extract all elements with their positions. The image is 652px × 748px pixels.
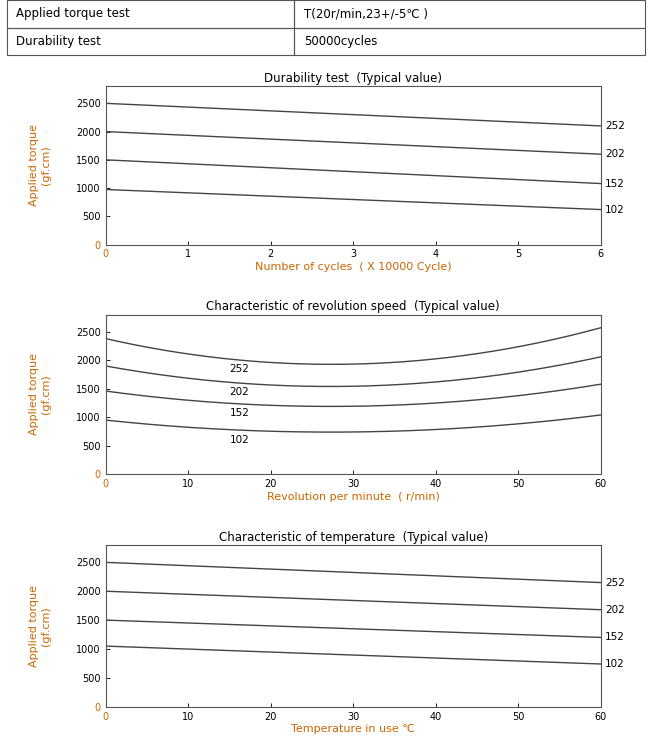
X-axis label: Temperature in use ℃: Temperature in use ℃ [291, 724, 415, 735]
Text: T(20r/min,23+/-5℃ ): T(20r/min,23+/-5℃ ) [304, 7, 428, 20]
Bar [294, 28, 645, 55]
Text: 252: 252 [605, 121, 625, 131]
Title: Characteristic of temperature  (Typical value): Characteristic of temperature (Typical v… [218, 531, 488, 544]
Text: 202: 202 [605, 149, 625, 159]
Text: 102: 102 [230, 435, 249, 445]
Text: 152: 152 [605, 179, 625, 188]
Text: 102: 102 [605, 659, 625, 669]
Text: Applied torque test: Applied torque test [16, 7, 130, 20]
Bar [7, 28, 294, 55]
Y-axis label: Applied torque
(gf.cm): Applied torque (gf.cm) [29, 585, 51, 667]
Text: 252: 252 [605, 577, 625, 588]
Text: 152: 152 [605, 632, 625, 643]
X-axis label: Revolution per minute  ( r/min): Revolution per minute ( r/min) [267, 492, 439, 502]
Text: 252: 252 [230, 364, 249, 374]
Text: 50000cycles: 50000cycles [304, 34, 377, 48]
Y-axis label: Applied torque
(gf.cm): Applied torque (gf.cm) [29, 354, 51, 435]
Bar [7, 0, 294, 28]
Text: 202: 202 [605, 604, 625, 615]
Text: Durability test: Durability test [16, 34, 101, 48]
Y-axis label: Applied torque
(gf.cm): Applied torque (gf.cm) [29, 124, 51, 206]
Title: Characteristic of revolution speed  (Typical value): Characteristic of revolution speed (Typi… [206, 301, 500, 313]
Bar [294, 0, 645, 28]
Text: 152: 152 [230, 408, 249, 418]
Text: 102: 102 [605, 204, 625, 215]
Text: 202: 202 [230, 387, 249, 397]
X-axis label: Number of cycles  ( X 10000 Cycle): Number of cycles ( X 10000 Cycle) [255, 263, 451, 272]
Title: Durability test  (Typical value): Durability test (Typical value) [264, 73, 442, 85]
